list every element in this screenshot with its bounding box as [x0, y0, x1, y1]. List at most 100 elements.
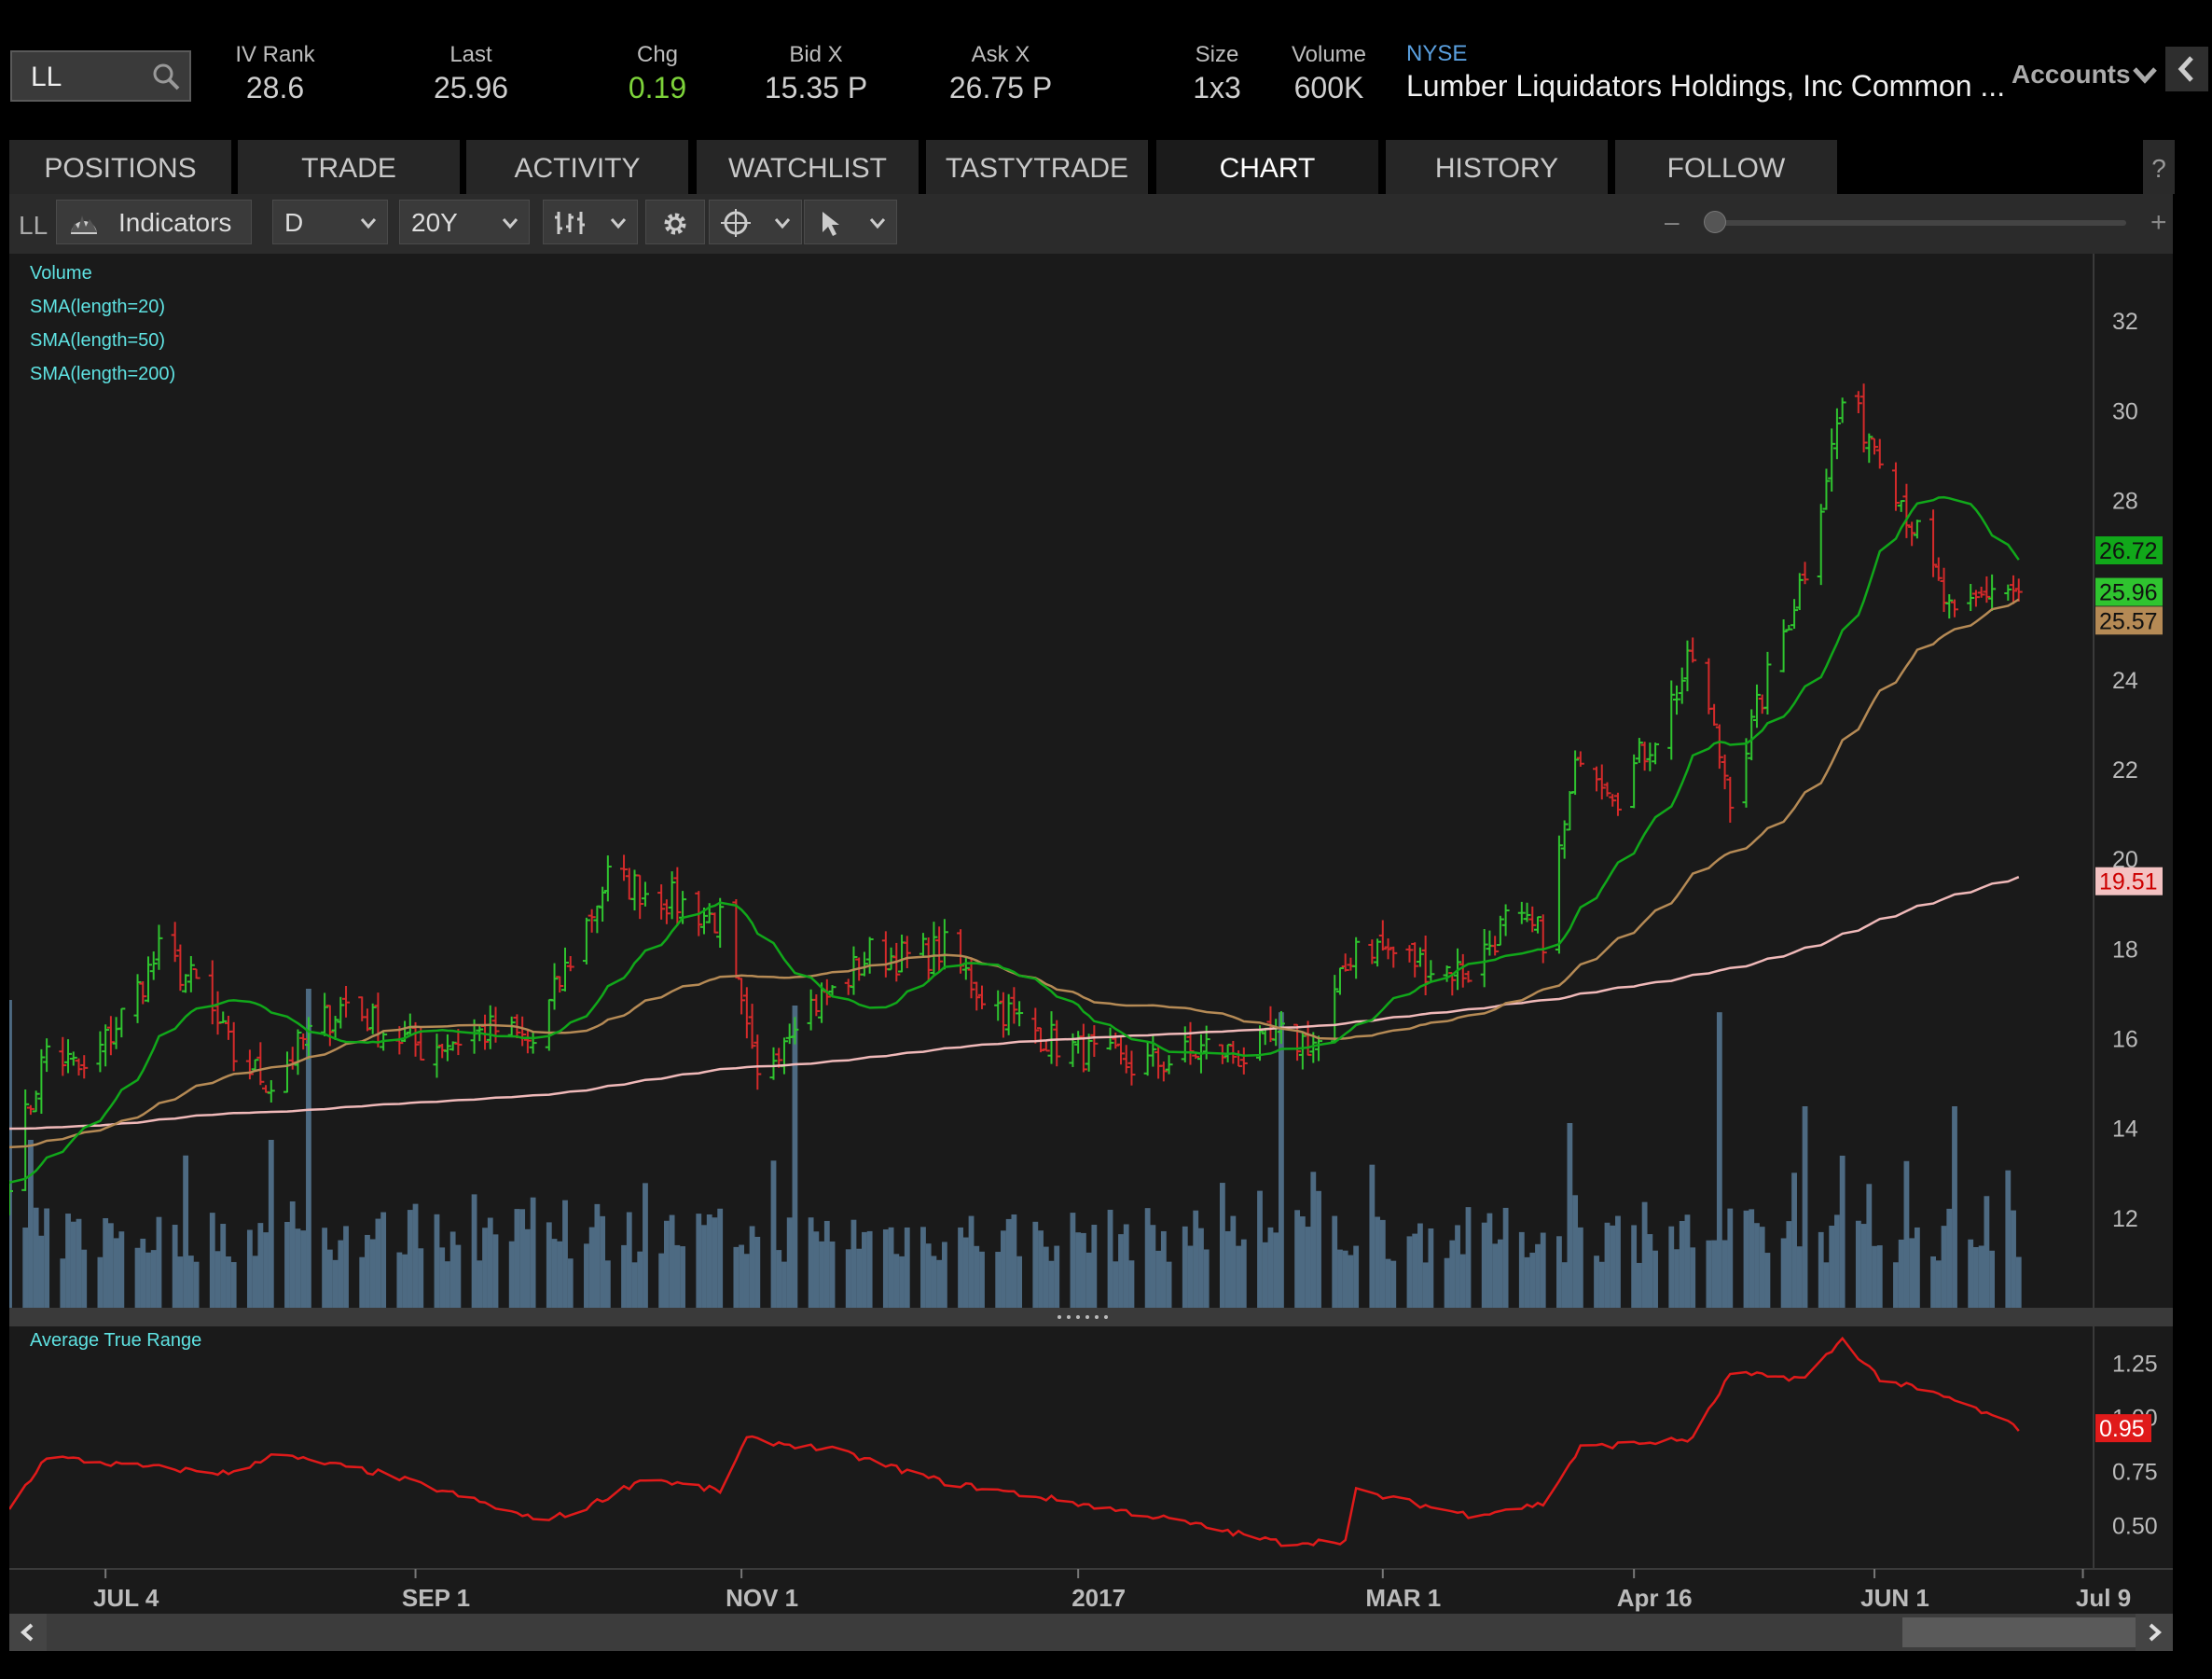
quote-header: LL IV Rank 28.6 Last 25.96 Chg 0.19 Bid …: [0, 0, 2212, 131]
price-tick-label: 32: [2112, 309, 2138, 335]
volume-bar: [1524, 1256, 1530, 1308]
volume-bar: [1043, 1246, 1049, 1308]
bar-style-icon: [555, 212, 585, 234]
chart-area[interactable]: 12141618202224262830320.500.751.001.25JU…: [9, 254, 2173, 1616]
volume-bar: [813, 1231, 820, 1308]
volume-bar: [1647, 1234, 1653, 1308]
scroll-right-button[interactable]: [2136, 1614, 2173, 1651]
period-select[interactable]: 20Y: [399, 200, 530, 244]
scrollbar-thumb[interactable]: [1902, 1617, 2136, 1647]
volume-bar: [220, 1224, 227, 1308]
divider-grip-dot: [1085, 1315, 1089, 1319]
volume-bar: [1978, 1245, 1984, 1308]
volume-bar: [1085, 1252, 1092, 1308]
volume-bar: [134, 1247, 141, 1308]
volume-bar: [22, 1228, 29, 1308]
volume-bar: [107, 1223, 114, 1308]
volume-bar: [2015, 1256, 2022, 1308]
volume-bar: [962, 1237, 969, 1308]
volume-bar: [888, 1227, 894, 1308]
volume-bar: [1876, 1245, 1883, 1308]
tab-watchlist[interactable]: WATCHLIST: [697, 140, 919, 194]
volume-bar: [1749, 1209, 1755, 1308]
iv-rank-value: 28.6: [245, 71, 305, 104]
search-icon[interactable]: [152, 62, 180, 90]
volume-bar: [2011, 1210, 2016, 1308]
size-value: 1x3: [1193, 71, 1241, 104]
volume-bar: [1155, 1250, 1162, 1308]
volume-bar: [658, 1253, 665, 1308]
volume-bar: [626, 1212, 632, 1308]
volume-bar: [904, 1227, 910, 1308]
volume-bar: [562, 1200, 568, 1308]
volume-bar: [1914, 1227, 1920, 1308]
price-tick-label: 24: [2112, 668, 2138, 694]
tab-chart[interactable]: CHART: [1156, 140, 1378, 194]
tab-tastytrade[interactable]: TASTYTRADE: [926, 140, 1148, 194]
help-button[interactable]: ?: [2143, 140, 2175, 194]
price-chart[interactable]: 12141618202224262830320.500.751.001.25JU…: [9, 254, 2173, 1616]
symbol-search[interactable]: LL: [10, 50, 191, 102]
ask-label: Ask X: [971, 42, 1030, 67]
aggregation-select[interactable]: D: [272, 200, 388, 244]
chevron-down-icon[interactable]: [2131, 56, 2159, 93]
tab-history[interactable]: HISTORY: [1386, 140, 1608, 194]
company-name: Lumber Liquidators Holdings, Inc Common …: [1406, 69, 2006, 103]
chart-scrollbar[interactable]: [9, 1614, 2173, 1651]
cursor-mode-select[interactable]: [804, 200, 897, 244]
zoom-slider-handle[interactable]: [1704, 211, 1726, 233]
volume-bar: [268, 1140, 274, 1308]
zoom-slider[interactable]: [1707, 220, 2126, 226]
volume-bar: [369, 1239, 376, 1308]
volume-bar: [1839, 1155, 1846, 1308]
tab-positions[interactable]: POSITIONS: [9, 140, 231, 194]
x-tick-label: Jul 9: [2076, 1584, 2131, 1612]
volume-bar: [1417, 1223, 1423, 1308]
volume-bar: [958, 1227, 963, 1308]
volume-bar: [492, 1234, 499, 1308]
collapse-panel-button[interactable]: [2165, 47, 2208, 91]
scroll-left-button[interactable]: [9, 1614, 47, 1651]
volume-bar: [1240, 1239, 1247, 1308]
chart-style-select[interactable]: [543, 200, 638, 244]
volume-bar: [1823, 1262, 1830, 1308]
volume-bar: [1604, 1222, 1611, 1308]
volume-bar: [1054, 1245, 1060, 1308]
atr-tick-label: 0.50: [2112, 1514, 2158, 1540]
volume-bar: [696, 1214, 702, 1308]
panel-divider: [9, 1308, 2173, 1326]
symbol-search-input[interactable]: LL: [31, 62, 62, 92]
volume-bar: [1279, 1012, 1284, 1308]
scroll-right-icon: [2149, 1623, 2163, 1642]
zoom-out-button[interactable]: –: [1665, 207, 1680, 236]
indicators-button[interactable]: Indicators: [56, 200, 252, 244]
chevron-down-icon: [774, 218, 791, 229]
volume-bar: [172, 1225, 178, 1308]
volume-bar: [899, 1256, 905, 1308]
chevron-down-icon: [502, 218, 518, 229]
volume-bar: [1187, 1245, 1194, 1308]
volume-bar: [1855, 1220, 1861, 1308]
zoom-in-button[interactable]: +: [2150, 207, 2167, 238]
volume-bar: [637, 1251, 643, 1308]
accounts-button[interactable]: Accounts: [2012, 60, 2131, 89]
atr-last-label: 0.95: [2099, 1416, 2145, 1442]
volume-bar: [739, 1244, 745, 1308]
chart-settings-button[interactable]: [645, 200, 705, 244]
volume-bar: [717, 1208, 724, 1308]
volume-bar: [1128, 1260, 1135, 1308]
drawing-tools-select[interactable]: [709, 200, 802, 244]
tab-activity[interactable]: ACTIVITY: [466, 140, 688, 194]
volume-bar: [1652, 1250, 1658, 1308]
volume-bar: [1160, 1230, 1167, 1308]
volume-bar: [1860, 1224, 1867, 1308]
exchange-label: NYSE: [1406, 41, 1468, 66]
volume-bar: [845, 1249, 851, 1308]
atr-line: [9, 1336, 2020, 1547]
tab-follow[interactable]: FOLLOW: [1615, 140, 1837, 194]
volume-bar: [44, 1208, 50, 1308]
tab-trade[interactable]: TRADE: [238, 140, 460, 194]
price-tick-label: 14: [2112, 1117, 2138, 1143]
volume-bar: [1182, 1226, 1188, 1308]
divider-grip-dot: [1067, 1315, 1071, 1319]
